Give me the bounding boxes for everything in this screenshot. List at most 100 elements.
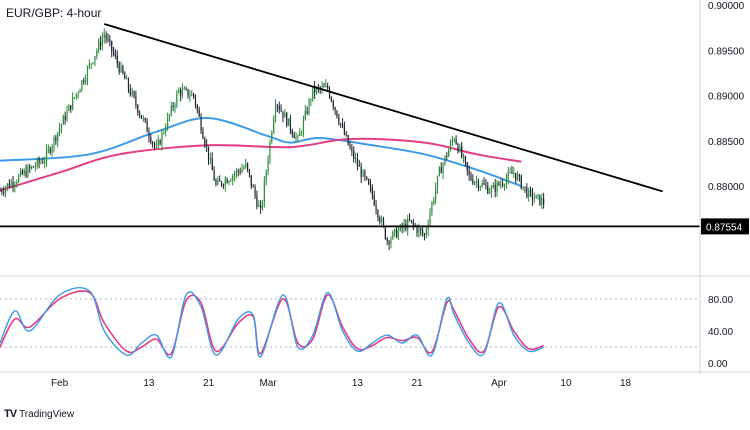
candle-body (0, 190, 1, 192)
candle-body (146, 120, 148, 133)
candle-body (79, 89, 81, 93)
candle-body (399, 225, 401, 231)
candlestick-layer (0, 28, 545, 251)
candle-body (513, 172, 515, 174)
candle-body (315, 87, 318, 93)
candle-body (86, 67, 89, 80)
candle-body (507, 172, 509, 179)
candle-body (96, 50, 98, 57)
candle-body (83, 80, 85, 83)
price-axis-tick-label: 0.90000 (708, 1, 745, 12)
candle-body (241, 169, 243, 173)
candle-body (422, 230, 424, 235)
brand-name: TradingView (19, 408, 75, 420)
axes-layer: 0.90000 0.89500 0.89000 0.88500 0.88000 80.00… (0, 0, 750, 389)
candle-body (489, 192, 491, 194)
candle-body (166, 117, 169, 130)
candle-body (300, 132, 303, 134)
candle-body (12, 181, 14, 187)
candle-body (381, 218, 383, 222)
candle-body (509, 172, 511, 173)
candle-body (481, 183, 483, 187)
candle-body (1, 190, 3, 193)
candle-body (410, 220, 413, 222)
candle-body (163, 132, 165, 134)
candle-body (412, 221, 414, 225)
candle-body (394, 229, 396, 232)
candle-body (304, 110, 306, 120)
candle-body (528, 189, 530, 198)
candle-body (127, 78, 130, 89)
candle-body (425, 230, 427, 236)
moving-average-layer (0, 117, 522, 192)
candle-body (312, 86, 314, 100)
candle-body (148, 132, 150, 138)
candle-body (92, 62, 94, 64)
candle-body (500, 183, 502, 185)
candle-body (287, 118, 290, 126)
candle-body (375, 205, 377, 211)
candle-body (183, 88, 185, 90)
candle-body (168, 114, 171, 118)
candle-body (435, 188, 437, 200)
candle-body (62, 116, 64, 125)
candle-body (343, 125, 346, 135)
candle-body (366, 176, 368, 180)
candle-body (407, 219, 409, 230)
candle-body (474, 181, 476, 184)
candle-body (529, 189, 532, 192)
candle-body (109, 39, 111, 42)
candle-body (377, 210, 379, 218)
candle-body (382, 218, 385, 227)
candle-body (204, 138, 206, 146)
candle-body (85, 79, 87, 83)
stoch-d-line (0, 290, 544, 356)
candle-body (306, 110, 308, 114)
candle-body (88, 63, 90, 68)
candle-body (51, 146, 53, 153)
candle-body (185, 88, 187, 90)
candle-body (395, 229, 398, 238)
candle-body (31, 166, 33, 169)
descending-trendline (103, 23, 664, 193)
candle-body (120, 65, 122, 72)
candle-body (351, 148, 353, 151)
candle-body (118, 63, 120, 72)
candle-body (107, 39, 109, 40)
candle-body (537, 194, 539, 196)
candle-body (531, 191, 534, 200)
candle-body (230, 180, 232, 182)
candle-body (299, 132, 301, 136)
candle-body (68, 105, 70, 111)
candle-body (349, 144, 351, 149)
time-axis-tick-label: 13 (143, 378, 155, 389)
candle-body (209, 158, 211, 160)
time-axis-tick-label: 21 (411, 378, 423, 389)
candle-body (70, 105, 72, 110)
candle-body (448, 149, 450, 157)
candle-body (516, 175, 519, 180)
candle-body (267, 160, 269, 172)
candle-body (260, 205, 262, 209)
candle-body (440, 167, 442, 174)
candle-body (3, 192, 5, 193)
candle-body (457, 143, 459, 152)
candle-body (18, 175, 20, 183)
candle-body (222, 185, 225, 186)
candle-body (273, 118, 275, 133)
candle-body (470, 175, 472, 180)
candle-body (206, 145, 208, 147)
candle-body (293, 134, 295, 139)
candle-body (32, 166, 35, 168)
candle-body (323, 86, 325, 88)
candle-body (34, 166, 36, 168)
candle-body (153, 143, 156, 146)
candle-body (332, 101, 334, 108)
candle-body (140, 115, 143, 119)
candle-body (386, 238, 388, 242)
candle-body (239, 171, 241, 173)
candle-body (133, 91, 135, 97)
candle-body (503, 185, 506, 187)
stoch-axis-tick-label: 0.00 (708, 359, 728, 370)
candle-body (282, 111, 284, 118)
